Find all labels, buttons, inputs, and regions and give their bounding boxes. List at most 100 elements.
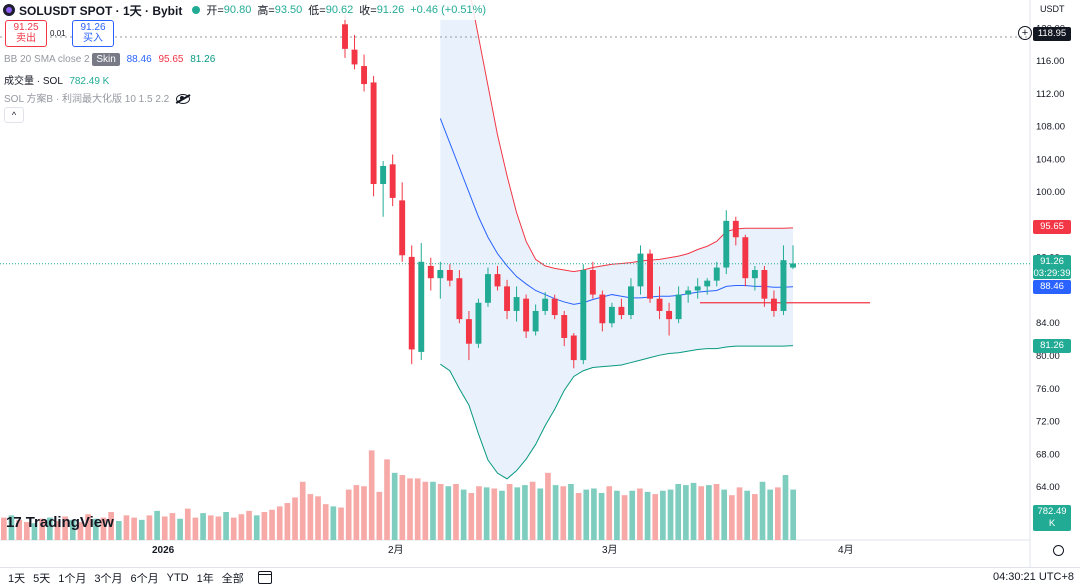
tradingview-logo: 17 TradingView bbox=[6, 514, 114, 531]
close-value: 91.26 bbox=[376, 4, 405, 16]
volume-bar bbox=[238, 514, 245, 540]
bb-legend[interactable]: BB 20 SMA close 2 Skin 88.46 95.65 81.26 bbox=[4, 53, 215, 66]
range-1d-button[interactable]: 1天 bbox=[8, 572, 26, 585]
candle-body bbox=[704, 280, 711, 287]
tradingview-wordmark: TradingView bbox=[25, 514, 114, 531]
volume-bar bbox=[345, 489, 352, 540]
candle-body bbox=[656, 298, 663, 311]
bb-basis-line bbox=[439, 118, 794, 305]
volume-bar bbox=[376, 491, 383, 540]
volume-bar bbox=[744, 490, 751, 540]
strategy-legend[interactable]: SOL 方案B · 利润最大化版 10 1.5 2.2 bbox=[4, 90, 191, 105]
range-all-button[interactable]: 全部 bbox=[221, 572, 244, 585]
candle-body bbox=[456, 278, 463, 320]
open-value: 90.80 bbox=[223, 4, 252, 16]
collapse-legend-button[interactable]: ^ bbox=[4, 107, 24, 123]
range-1m-button[interactable]: 1个月 bbox=[58, 572, 87, 585]
open-label: 开= bbox=[206, 5, 224, 17]
candle-body bbox=[694, 286, 701, 291]
volume-bar bbox=[246, 510, 252, 540]
calendar-icon[interactable] bbox=[257, 571, 272, 584]
price-tick-label: 116.00 bbox=[1036, 56, 1064, 67]
time-tick-label: 3月 bbox=[602, 544, 618, 556]
close-label: 收= bbox=[359, 5, 377, 17]
crosshair-price-badge: 118.95 bbox=[1033, 27, 1071, 41]
candle-body bbox=[666, 310, 673, 320]
volume-bar bbox=[629, 490, 636, 540]
candle-body bbox=[380, 165, 387, 184]
volume-bar bbox=[322, 504, 329, 540]
candle-body bbox=[675, 294, 682, 320]
volume-bar bbox=[460, 489, 467, 540]
time-tick-label: 4月 bbox=[838, 544, 854, 556]
volume-bar bbox=[729, 495, 735, 540]
volume-bar bbox=[46, 517, 53, 540]
price-tick-label: 104.00 bbox=[1036, 154, 1065, 165]
buy-button[interactable]: 91.26 买入 bbox=[72, 20, 114, 47]
volume-bar bbox=[207, 515, 214, 540]
eye-hidden-icon[interactable] bbox=[176, 94, 191, 105]
add-alert-icon[interactable]: + bbox=[1018, 26, 1032, 40]
bb-lower-badge: 81.26 bbox=[1033, 339, 1071, 353]
volume-legend[interactable]: 成交量 · SOL 782.49 K bbox=[4, 72, 109, 87]
candle-body bbox=[504, 286, 510, 311]
volume-bar bbox=[138, 519, 145, 540]
volume-bar bbox=[276, 506, 283, 540]
volume-bar bbox=[330, 506, 337, 540]
symbol-title[interactable]: SOLUSDT SPOT · 1天 · Bybit bbox=[19, 3, 183, 18]
volume-label: 成交量 · SOL bbox=[4, 76, 63, 87]
range-3m-button[interactable]: 3个月 bbox=[94, 572, 123, 585]
range-5d-button[interactable]: 5天 bbox=[33, 572, 51, 585]
candle-body bbox=[647, 253, 653, 299]
high-label: 高= bbox=[257, 5, 275, 17]
volume-bar bbox=[667, 489, 674, 540]
volume-bar bbox=[353, 485, 360, 540]
candle-body bbox=[475, 302, 482, 344]
volume-bar bbox=[54, 520, 61, 540]
buy-price: 91.26 bbox=[80, 22, 106, 33]
volume-bar bbox=[184, 508, 191, 540]
candle-body bbox=[608, 306, 615, 324]
volume-badge: 782.49 K bbox=[1033, 505, 1071, 531]
clock-readout[interactable]: 04:30:21 UTC+8 bbox=[992, 571, 1074, 583]
symbol-header: SOLUSDT SPOT · 1天 · Bybit 开= 90.80 高= 93.5… bbox=[0, 0, 499, 20]
settings-icon[interactable] bbox=[1053, 545, 1064, 556]
bb-label: BB 20 SMA close 2 bbox=[4, 54, 90, 65]
bottom-toolbar: 1天 5天 1个月 3个月 6个月 YTD 1年 全部 04:30:21 UTC… bbox=[0, 567, 1080, 587]
volume-bar bbox=[752, 494, 758, 540]
range-6m-button[interactable]: 6个月 bbox=[130, 572, 159, 585]
volume-bar bbox=[759, 481, 766, 540]
volume-bar bbox=[736, 487, 743, 540]
bb-skin-tag[interactable]: Skin bbox=[92, 53, 120, 66]
volume-bar bbox=[583, 489, 590, 540]
volume-bar bbox=[560, 486, 567, 540]
volume-bar bbox=[200, 513, 206, 540]
bb-lower-line bbox=[440, 345, 794, 480]
price-tick-label: 68.00 bbox=[1036, 449, 1060, 460]
candle-body bbox=[770, 298, 777, 311]
strategy-label: SOL 方案B · 利润最大化版 10 1.5 2.2 bbox=[4, 94, 170, 105]
range-ytd-button[interactable]: YTD bbox=[166, 571, 189, 584]
candle-body bbox=[742, 237, 749, 279]
candle-body bbox=[342, 24, 348, 49]
volume-bar bbox=[399, 475, 406, 540]
candle-body bbox=[351, 49, 358, 65]
volume-bar bbox=[230, 517, 237, 540]
volume-bar bbox=[131, 517, 137, 540]
volume-bar bbox=[384, 459, 390, 540]
volume-bar bbox=[690, 482, 697, 540]
volume-bar bbox=[445, 486, 452, 540]
range-1y-button[interactable]: 1年 bbox=[196, 572, 214, 585]
price-tick-label: 80.00 bbox=[1036, 351, 1060, 362]
volume-bar bbox=[154, 510, 160, 540]
candle-body bbox=[370, 82, 377, 184]
candle-body bbox=[561, 315, 568, 338]
chart-canvas[interactable]: 120.00116.00112.00108.00104.00100.0096.0… bbox=[0, 0, 1080, 568]
candle-body bbox=[761, 270, 768, 299]
candle-body bbox=[399, 200, 406, 256]
sell-button[interactable]: 91.25 卖出 bbox=[5, 20, 47, 47]
volume-bar bbox=[100, 517, 107, 540]
candle-body bbox=[551, 298, 558, 316]
volume-bar bbox=[713, 484, 720, 540]
volume-bar bbox=[660, 490, 666, 540]
